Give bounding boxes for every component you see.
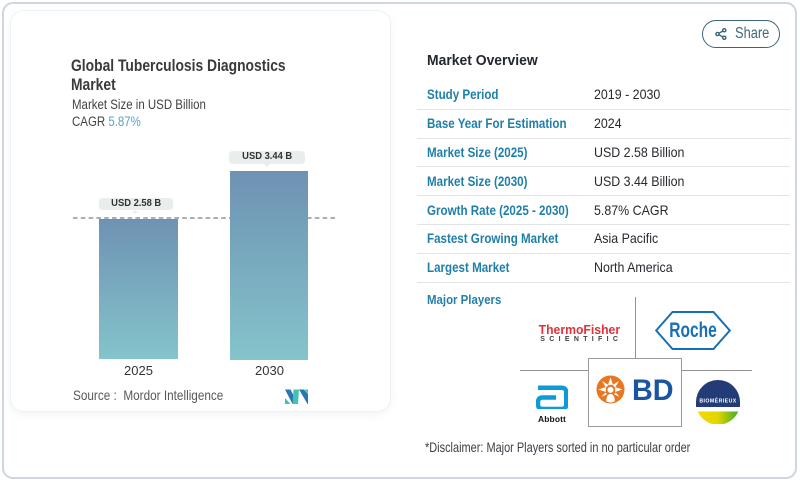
svg-text:BIOMÉRIEUX: BIOMÉRIEUX — [699, 396, 736, 404]
svg-text:Roche: Roche — [669, 317, 716, 341]
